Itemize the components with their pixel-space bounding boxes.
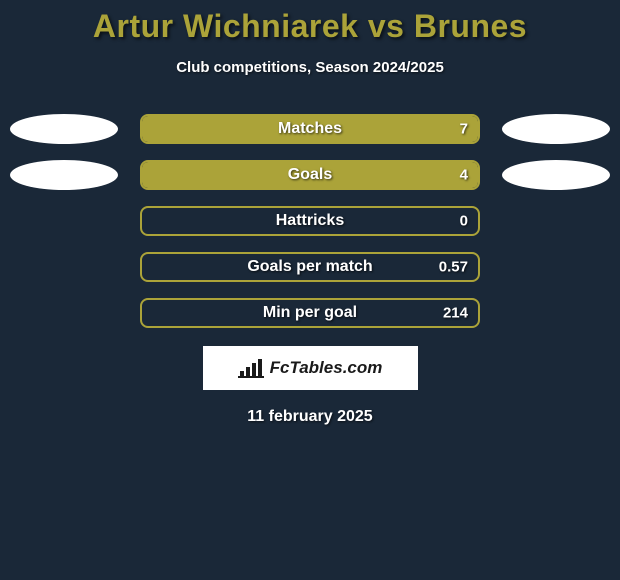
- stat-row: Matches7: [0, 114, 620, 144]
- stat-value: 7: [460, 121, 468, 138]
- subtitle: Club competitions, Season 2024/2025: [0, 59, 620, 76]
- right-ellipse: [502, 160, 610, 190]
- page-title: Artur Wichniarek vs Brunes: [0, 8, 620, 45]
- stat-bar-track: Hattricks0: [140, 206, 480, 236]
- logo-box: FcTables.com: [203, 346, 418, 390]
- left-ellipse: [10, 160, 118, 190]
- stat-label: Hattricks: [142, 212, 478, 230]
- right-spacer: [502, 298, 610, 328]
- date-text: 11 february 2025: [0, 408, 620, 426]
- stat-value: 0: [460, 213, 468, 230]
- left-ellipse: [10, 114, 118, 144]
- chart-logo-icon: [238, 357, 264, 379]
- left-spacer: [10, 298, 118, 328]
- stat-bar-track: Goals4: [140, 160, 480, 190]
- stat-label: Min per goal: [142, 304, 478, 322]
- stat-value: 0.57: [439, 259, 468, 276]
- right-spacer: [502, 252, 610, 282]
- right-spacer: [502, 206, 610, 236]
- left-spacer: [10, 206, 118, 236]
- stat-value: 4: [460, 167, 468, 184]
- stat-row: Min per goal214: [0, 298, 620, 328]
- stat-label: Goals per match: [142, 258, 478, 276]
- stat-bar-track: Matches7: [140, 114, 480, 144]
- stat-bar-track: Goals per match0.57: [140, 252, 480, 282]
- logo-text: FcTables.com: [270, 358, 383, 378]
- stat-bar-track: Min per goal214: [140, 298, 480, 328]
- comparison-container: Artur Wichniarek vs Brunes Club competit…: [0, 0, 620, 426]
- right-ellipse: [502, 114, 610, 144]
- stat-label: Matches: [142, 120, 478, 138]
- stat-row: Goals per match0.57: [0, 252, 620, 282]
- stat-label: Goals: [142, 166, 478, 184]
- left-spacer: [10, 252, 118, 282]
- stat-row: Goals4: [0, 160, 620, 190]
- stat-row: Hattricks0: [0, 206, 620, 236]
- stat-value: 214: [443, 305, 468, 322]
- stats-list: Matches7Goals4Hattricks0Goals per match0…: [0, 114, 620, 328]
